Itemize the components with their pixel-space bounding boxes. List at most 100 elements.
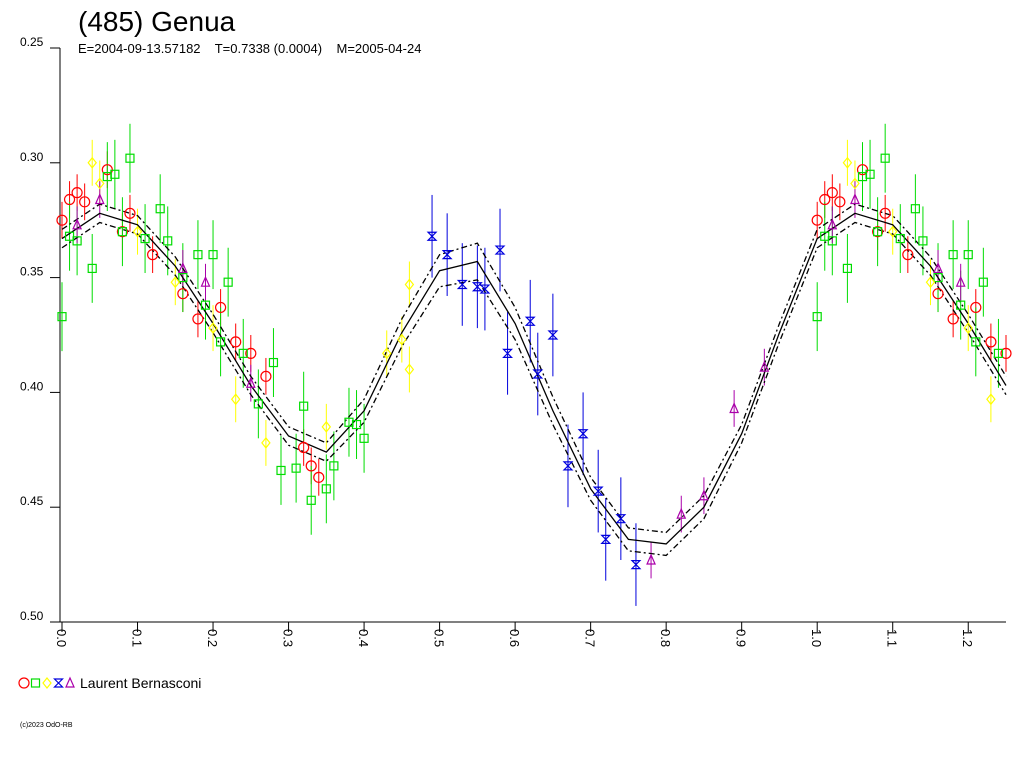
data-point (826, 187, 838, 199)
data-point (850, 177, 860, 190)
data-point (811, 214, 823, 226)
data-point (57, 312, 67, 322)
y-tick-label: 0.45 (20, 494, 44, 508)
data-point (261, 436, 271, 449)
x-tick-label: 0.8 (658, 629, 673, 647)
data-point (827, 236, 837, 246)
chart-title: (485) Genua (78, 6, 236, 37)
data-point (872, 226, 884, 238)
fit-upper (61, 221, 1007, 557)
footer: (c)2023 OdO-RB (20, 722, 73, 729)
data-point (381, 347, 392, 360)
data-point (71, 187, 83, 199)
data-point (87, 263, 97, 274)
data-point (615, 514, 627, 524)
data-point (192, 313, 204, 325)
data-point (547, 330, 559, 340)
legend-marker (65, 676, 75, 688)
data-point (124, 207, 136, 219)
data-point (948, 250, 958, 260)
legend-marker (53, 678, 64, 688)
data-point (986, 393, 996, 406)
data-point (63, 193, 76, 206)
data-point (177, 261, 188, 274)
data-point (238, 348, 248, 358)
data-point (933, 273, 943, 283)
legend-marker (30, 678, 41, 688)
data-point (947, 313, 959, 325)
data-point (902, 249, 914, 261)
data-point (887, 225, 898, 238)
x-tick-label: 0.1 (130, 629, 145, 647)
y-tick-label: 0.50 (20, 609, 44, 623)
data-point (404, 278, 415, 291)
data-point (200, 300, 211, 310)
x-tick-label: 0.3 (281, 629, 296, 647)
data-point (426, 231, 438, 241)
data-point (955, 275, 966, 287)
data-point (842, 263, 853, 274)
data-point (985, 336, 997, 348)
data-point (193, 250, 203, 260)
data-point (79, 196, 91, 208)
data-point (359, 433, 369, 443)
data-point (155, 204, 165, 214)
data-point (56, 214, 68, 226)
fit-curve (61, 212, 1007, 545)
chart-subtitle: E=2004-09-13.57182 T=0.7338 (0.0004) M=2… (78, 41, 421, 56)
data-point (956, 300, 966, 310)
y-tick-label: 0.35 (20, 265, 44, 279)
data-point (72, 236, 82, 246)
data-point (276, 465, 286, 476)
data-point (879, 207, 891, 219)
data-point (524, 316, 536, 326)
data-point (110, 169, 120, 179)
data-point (1000, 347, 1012, 359)
legend-marker (18, 677, 30, 689)
data-point (177, 288, 189, 300)
data-point (729, 401, 740, 414)
x-tick-label: 0.6 (507, 629, 522, 647)
data-point (200, 275, 211, 287)
data-point (925, 276, 936, 289)
data-point (918, 236, 928, 246)
data-point (397, 333, 407, 346)
data-point (850, 193, 860, 205)
data-point (245, 376, 256, 388)
data-point (329, 461, 339, 471)
data-point (223, 277, 233, 287)
y-tick-label: 0.40 (20, 379, 44, 393)
data-point (441, 250, 453, 260)
data-point (812, 312, 822, 322)
data-point (932, 288, 944, 300)
data-point (94, 193, 105, 205)
data-point (132, 225, 143, 238)
x-tick-label: 0.0 (54, 629, 69, 647)
data-point (117, 227, 128, 237)
data-point (895, 233, 905, 244)
data-point (865, 169, 875, 179)
data-point (125, 153, 135, 163)
data-point (502, 348, 514, 358)
data-point (321, 484, 331, 494)
data-point (963, 322, 974, 335)
data-point (305, 460, 317, 472)
data-point (208, 250, 218, 260)
x-tick-label: 0.2 (205, 629, 220, 647)
data-point (253, 399, 263, 409)
data-point (260, 370, 272, 382)
data-point (827, 218, 838, 230)
x-tick-label: 0.5 (432, 629, 447, 647)
data-point (404, 363, 415, 376)
data-point (72, 218, 83, 230)
data-point (963, 250, 973, 260)
data-point (819, 193, 831, 206)
data-point (873, 227, 883, 237)
data-point (676, 507, 687, 519)
data-point (313, 471, 325, 483)
data-point (94, 177, 105, 190)
x-tick-label: 0.4 (356, 629, 371, 647)
data-point (147, 249, 159, 261)
data-point (268, 357, 279, 368)
data-point (140, 233, 150, 244)
